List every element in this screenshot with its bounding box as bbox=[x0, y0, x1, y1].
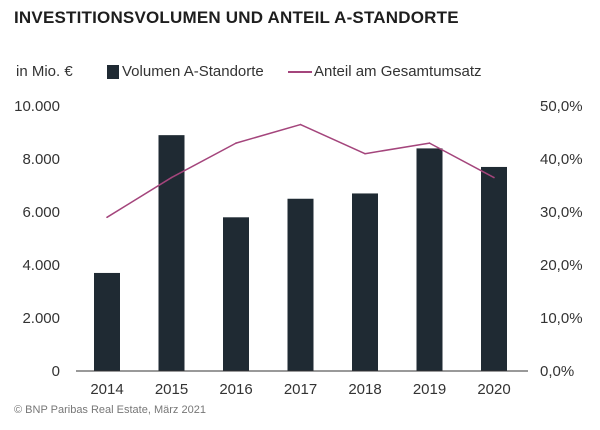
legend-label-line: Anteil am Gesamtumsatz bbox=[314, 63, 482, 80]
chart-title: INVESTITIONSVOLUMEN UND ANTEIL A-STANDOR… bbox=[14, 8, 459, 27]
legend-swatch-line bbox=[288, 70, 312, 73]
x-tick-label: 2016 bbox=[219, 381, 252, 398]
y-axis-unit-label: in Mio. € bbox=[16, 63, 73, 80]
y-left-tick-label: 0 bbox=[52, 363, 60, 380]
line-point-2018 bbox=[364, 152, 366, 155]
source-note: © BNP Paribas Real Estate, März 2021 bbox=[14, 404, 206, 416]
bar-2017 bbox=[287, 198, 314, 371]
x-tick-label: 2017 bbox=[284, 381, 317, 398]
line-point-2015 bbox=[170, 176, 173, 179]
bar-2016 bbox=[223, 217, 249, 371]
line-point-2019 bbox=[428, 142, 431, 144]
y-right-tick-label: 0,0% bbox=[540, 363, 574, 380]
bar-2015 bbox=[158, 135, 185, 371]
x-tick-label: 2015 bbox=[155, 381, 188, 398]
line-point-2016 bbox=[235, 142, 237, 144]
x-tick-label: 2018 bbox=[348, 381, 381, 398]
legend-label-bar: Volumen A-Standorte bbox=[122, 63, 264, 80]
y-left-tick-label: 8.000 bbox=[22, 151, 60, 168]
bar-2020 bbox=[481, 166, 507, 371]
bar-2018 bbox=[352, 193, 378, 371]
y-right-tick-label: 50,0% bbox=[540, 98, 583, 115]
y-left-tick-label: 4.000 bbox=[22, 257, 60, 274]
y-right-tick-label: 20,0% bbox=[540, 257, 583, 274]
y-left-tick-label: 2.000 bbox=[22, 310, 60, 327]
y-right-tick-label: 10,0% bbox=[540, 310, 583, 327]
bar-2014 bbox=[94, 272, 120, 371]
y-left-tick-label: 10.000 bbox=[14, 98, 60, 115]
legend-item-line: Anteil am Gesamtumsatz bbox=[288, 63, 482, 80]
y-right-tick-label: 40,0% bbox=[540, 151, 583, 168]
line-point-2020 bbox=[493, 176, 495, 179]
bar-2019 bbox=[416, 148, 443, 371]
y-left-tick-label: 6.000 bbox=[22, 204, 60, 221]
legend-item-bar: Volumen A-Standorte bbox=[107, 63, 264, 80]
x-tick-label: 2020 bbox=[477, 381, 510, 398]
x-tick-label: 2019 bbox=[413, 381, 446, 398]
line-point-2017 bbox=[299, 123, 302, 126]
legend-swatch-bar bbox=[107, 64, 119, 79]
y-right-tick-label: 30,0% bbox=[540, 204, 583, 221]
x-tick-label: 2014 bbox=[90, 381, 123, 398]
line-point-2014 bbox=[106, 216, 108, 219]
